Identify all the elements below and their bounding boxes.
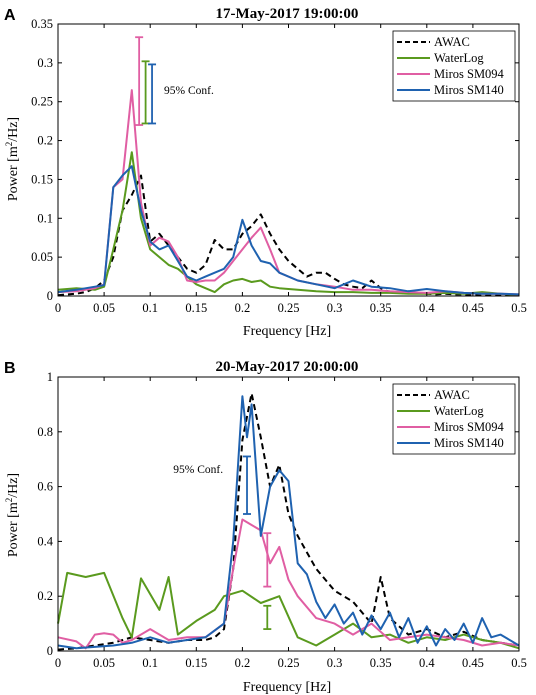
- panel-a-series-miros-sm094: [57, 89, 520, 296]
- panel-b-conf-label: 95% Conf.: [173, 464, 223, 476]
- panel-b-title: 20-May-2017 20:00:00: [216, 359, 359, 375]
- panel-a-y-tick-label: 0.1: [37, 211, 53, 225]
- panel-a-y-tick-label: 0.2: [37, 134, 53, 148]
- panel-b-legend: AWAC WaterLog Miros SM094 Miros SM140: [392, 383, 516, 455]
- panel-a-x-tick-label: 0.2: [235, 301, 251, 315]
- panel-b-x-tick-label: 0.1: [142, 656, 158, 670]
- panel-a-y-axis-label: Power [m2/Hz]: [4, 117, 21, 201]
- panel-a-x-tick-label: 0.35: [370, 301, 392, 315]
- panel-a-series-miros-sm140: [57, 165, 520, 296]
- panel-b-legend-sm140: Miros SM140: [434, 436, 504, 450]
- panel-b-y-tick-label: 0.6: [37, 480, 53, 494]
- panel-a-y-label-end: /Hz]: [6, 117, 21, 142]
- panel-a: A 17-May-2017 19:00:00 Frequency [Hz] Po…: [4, 6, 527, 339]
- panel-a-y-tick-label: 0.35: [31, 17, 53, 31]
- panel-a-x-axis-label: Frequency [Hz]: [243, 324, 331, 339]
- panel-a-x-tick-label: 0.15: [185, 301, 207, 315]
- panel-b-x-tick-label: 0.35: [370, 656, 392, 670]
- panel-b-x-tick-label: 0.25: [278, 656, 300, 670]
- panel-b-y-axis-label: Power [m2/Hz]: [4, 473, 21, 557]
- panel-a-x-tick-label: 0.3: [327, 301, 343, 315]
- panel-b-x-tick-label: 0.2: [235, 656, 251, 670]
- panel-b-y-label-main: Power [m: [6, 502, 21, 557]
- panel-b-series-miros-sm140: [57, 395, 520, 650]
- panel-a-legend: AWAC WaterLog Miros SM094 Miros SM140: [392, 30, 516, 102]
- panel-b-x-tick-label: 0.3: [327, 656, 343, 670]
- panel-a-y-tick-label: 0.05: [31, 250, 53, 264]
- panel-a-y-tick-label: 0.25: [31, 95, 53, 109]
- panel-a-x-tick-label: 0.25: [278, 301, 300, 315]
- panel-b-series-waterlog: [57, 571, 520, 650]
- panel-a-legend-sm140: Miros SM140: [434, 83, 504, 97]
- panel-a-y-label-sup: 2: [4, 142, 14, 147]
- panel-a-x-tick-label: 0.4: [419, 301, 435, 315]
- panel-b-y-tick-label: 0: [47, 644, 53, 658]
- panel-b-y-label-sup: 2: [4, 498, 14, 503]
- panel-b-x-tick-label: 0.15: [185, 656, 207, 670]
- panel-a-title: 17-May-2017 19:00:00: [216, 6, 359, 22]
- panel-a-x-tick-label: 0.05: [93, 301, 115, 315]
- panel-a-plot-area: 0 0.05 0.1 0.15 0.2 0.25 0.3 0.35 0.4 0.45 0.5 0 0.0…: [31, 17, 527, 315]
- panel-a-x-tick-label: 0.45: [462, 301, 484, 315]
- panel-b-y-label-end: /Hz]: [6, 473, 21, 498]
- panel-b: B 20-May-2017 20:00:00 Frequency [Hz] Po…: [4, 359, 527, 695]
- panel-b-legend-awac: AWAC: [434, 388, 470, 402]
- panel-b-plot-area: 0 0.05 0.1 0.15 0.2 0.25 0.3 0.35 0.4 0.45 0.5 0 0.2…: [37, 370, 526, 670]
- panel-b-x-axis-label: Frequency [Hz]: [243, 680, 331, 695]
- panel-a-label: A: [4, 7, 16, 24]
- panel-b-x-tick-label: 0: [55, 656, 61, 670]
- panel-b-legend-waterlog: WaterLog: [434, 404, 484, 418]
- panel-b-label: B: [4, 360, 16, 377]
- panel-b-x-tick-label: 0.45: [462, 656, 484, 670]
- panel-a-legend-awac: AWAC: [434, 35, 470, 49]
- panel-a-series-waterlog: [57, 151, 520, 297]
- panel-b-y-tick-label: 0.2: [37, 589, 53, 603]
- panel-a-conf-label: 95% Conf.: [164, 85, 214, 97]
- panel-a-y-tick-label: 0: [47, 289, 53, 303]
- panel-a-y-tick-label: 0.3: [37, 56, 53, 70]
- panel-b-y-tick-label: 1: [47, 370, 53, 384]
- panel-a-x-tick-label: 0.1: [142, 301, 158, 315]
- panel-b-legend-sm094: Miros SM094: [434, 420, 505, 434]
- panel-a-x-tick-label: 0: [55, 301, 61, 315]
- panel-a-legend-sm094: Miros SM094: [434, 67, 505, 81]
- panel-a-y-label-main: Power [m: [6, 146, 21, 201]
- panel-b-x-tick-label: 0.5: [511, 656, 527, 670]
- panel-b-y-tick-label: 0.8: [37, 425, 53, 439]
- panel-b-x-tick-label: 0.05: [93, 656, 115, 670]
- panel-a-legend-waterlog: WaterLog: [434, 51, 484, 65]
- panel-b-x-tick-label: 0.4: [419, 656, 435, 670]
- panel-b-series-awac: [57, 392, 520, 651]
- panel-a-y-tick-label: 0.15: [31, 172, 53, 186]
- panel-a-x-tick-label: 0.5: [511, 301, 527, 315]
- panel-b-y-tick-label: 0.4: [37, 534, 53, 548]
